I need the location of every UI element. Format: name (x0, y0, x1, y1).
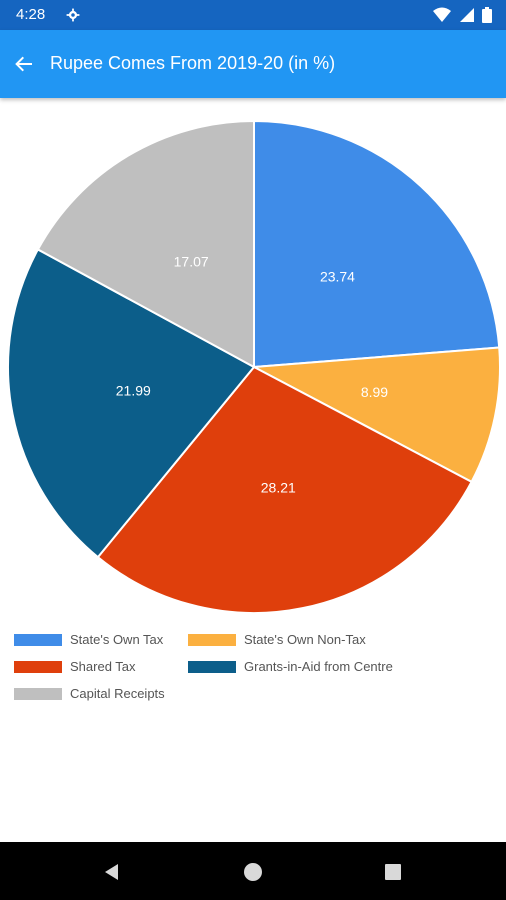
pie-chart: 23.74 8.99 28.21 21.99 17.07 (0, 100, 506, 620)
back-arrow-icon (15, 56, 32, 72)
back-button[interactable] (4, 44, 44, 84)
legend-row: State's Own Tax State's Own Non-Tax (14, 626, 494, 653)
legend-row: Capital Receipts (14, 680, 494, 707)
app-bar: Rupee Comes From 2019-20 (in %) (0, 30, 506, 98)
nav-back-button[interactable] (100, 860, 124, 884)
legend-swatch (188, 660, 236, 673)
legend-item-capital-receipts: Capital Receipts (14, 686, 174, 701)
status-bar: 4:28 (0, 0, 506, 30)
legend-label: State's Own Non-Tax (244, 632, 366, 647)
legend-row: Shared Tax Grants-in-Aid from Centre (14, 653, 494, 680)
page-title: Rupee Comes From 2019-20 (in %) (50, 53, 336, 73)
pie-slice-states-own-tax[interactable] (253, 119, 501, 369)
legend-item-states-own-non-tax: State's Own Non-Tax (188, 632, 366, 647)
pie-label-shared-tax: 28.21 (261, 480, 296, 496)
signal-icon (459, 8, 474, 22)
legend-swatch (14, 687, 62, 700)
pie-chart-svg: 23.74 8.99 28.21 21.99 17.07 (7, 119, 501, 614)
pie-slice-states-own-non-tax[interactable] (250, 346, 501, 484)
legend-label: Capital Receipts (70, 686, 165, 701)
pie-label-grants-in-aid: 21.99 (116, 383, 151, 399)
legend-item-shared-tax: Shared Tax (14, 659, 174, 674)
legend-swatch (14, 633, 62, 646)
legend-label: State's Own Tax (70, 632, 164, 647)
pie-slice-shared-tax[interactable] (96, 365, 473, 614)
legend-item-grants-in-aid: Grants-in-Aid from Centre (188, 659, 393, 674)
status-time: 4:28 (16, 6, 46, 23)
battery-icon (482, 7, 492, 23)
status-icons (429, 7, 492, 23)
pie-label-states-own-non-tax: 8.99 (361, 384, 388, 400)
legend-swatch (188, 633, 236, 646)
pie-slice-capital-receipts[interactable] (36, 119, 255, 369)
recents-square-icon (385, 864, 401, 880)
gear-icon (66, 8, 80, 22)
back-triangle-icon (105, 864, 118, 880)
pie-slice-grants-in-aid[interactable] (7, 248, 256, 559)
chart-legend: State's Own Tax State's Own Non-Tax Shar… (14, 626, 494, 707)
pie-label-capital-receipts: 17.07 (174, 253, 209, 269)
navigation-bar (0, 842, 506, 900)
wifi-icon (433, 7, 452, 22)
home-circle-icon (244, 863, 262, 881)
legend-swatch (14, 660, 62, 673)
legend-label: Grants-in-Aid from Centre (244, 659, 393, 674)
pie-label-states-own-tax: 23.74 (320, 269, 355, 285)
nav-recents-button[interactable] (381, 860, 405, 884)
legend-label: Shared Tax (70, 659, 136, 674)
legend-item-states-own-tax: State's Own Tax (14, 632, 174, 647)
nav-home-button[interactable] (241, 860, 265, 884)
